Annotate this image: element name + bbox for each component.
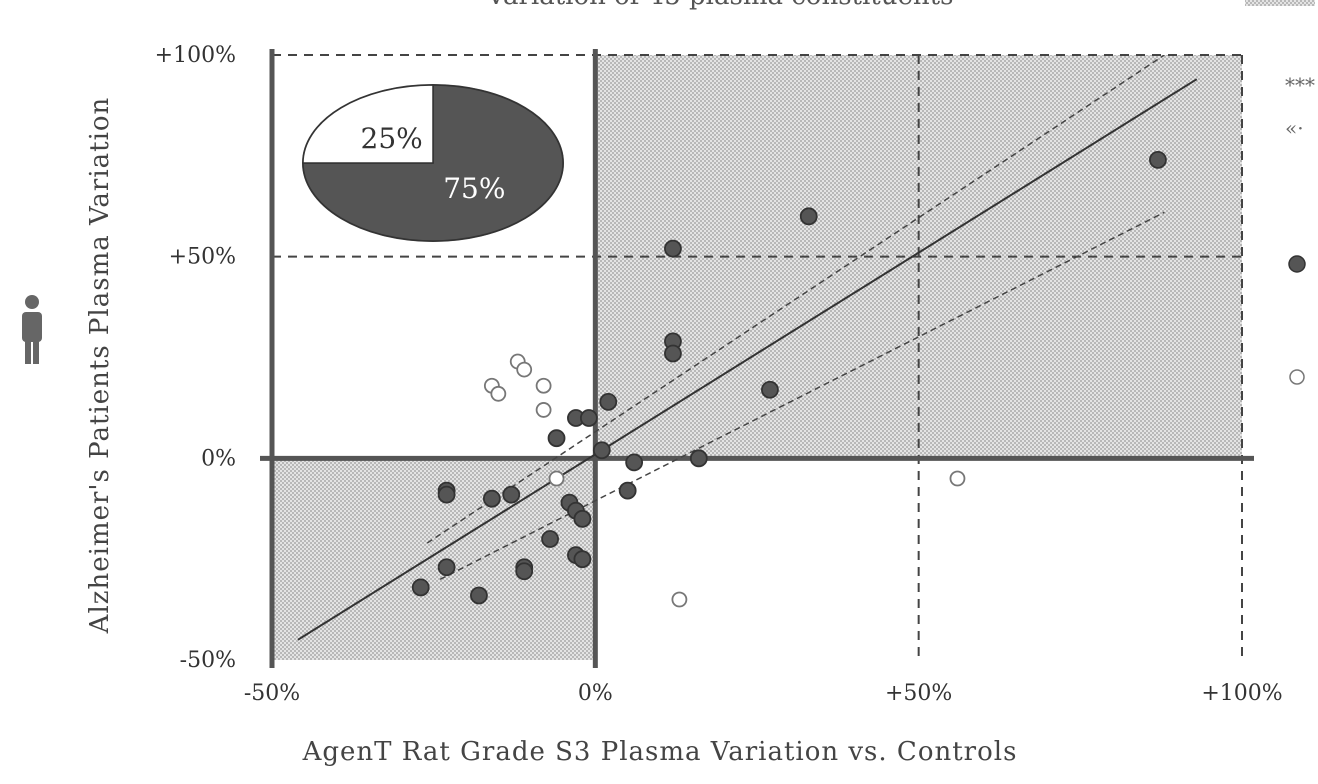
filled-point-10 — [592, 441, 611, 460]
filled-point-8 — [579, 409, 598, 427]
filled-point-13 — [618, 481, 637, 500]
ci-upper-line — [426, 55, 1165, 544]
x-tick-label: +100% — [1201, 681, 1282, 706]
shaded-quadrant-bottom-left — [272, 458, 596, 660]
legend-swatch-top — [1245, 0, 1315, 6]
y-axis-label: Alzheimer's Patients Plasma Variation — [85, 97, 115, 635]
legend-item-dashed: «· — [1285, 116, 1304, 140]
x-axis-label: AgenT Rat Grade S3 Plasma Variation vs. … — [302, 737, 1018, 767]
filled-point-21 — [541, 530, 559, 548]
regression-line — [297, 78, 1198, 641]
open-point-4 — [535, 377, 552, 394]
filled-point-26 — [437, 558, 456, 577]
filled-point-12 — [689, 449, 708, 468]
chart-title: Variation of 45 plasma constituents — [486, 0, 954, 11]
filled-point-11 — [625, 453, 644, 472]
pie-label-1: 25% — [361, 122, 423, 155]
pie-slice-1 — [302, 84, 434, 164]
filled-point-28 — [470, 586, 488, 605]
legend: *** «· — [1285, 73, 1315, 385]
y-tick-label: 0% — [201, 446, 236, 471]
filled-point-5 — [761, 380, 779, 399]
filled-point-2 — [664, 239, 682, 258]
open-point-5 — [535, 402, 552, 418]
legend-marker-filled — [1288, 255, 1306, 273]
x-tick-label: -50% — [244, 681, 300, 706]
filled-point-6 — [599, 392, 618, 411]
regression-group — [297, 55, 1198, 641]
open-point-3 — [490, 385, 507, 402]
filled-point-0 — [1149, 150, 1167, 169]
filled-point-25 — [515, 562, 534, 581]
open-point-1 — [516, 361, 533, 378]
y-tick-label: -50% — [180, 648, 236, 673]
open-point-7 — [949, 470, 966, 487]
filled-point-1 — [799, 207, 818, 226]
legend-item-dotted: *** — [1285, 73, 1315, 97]
filled-point-16 — [482, 489, 501, 508]
filled-point-23 — [573, 550, 592, 569]
person-icon — [22, 295, 42, 364]
filled-point-15 — [437, 485, 456, 504]
pie-label-0: 75% — [443, 172, 505, 205]
open-point-8 — [671, 591, 688, 608]
filled-point-17 — [502, 485, 521, 504]
filled-point-20 — [573, 509, 592, 528]
legend-marker-open — [1289, 369, 1305, 385]
filled-point-27 — [411, 578, 430, 597]
pie-slice-0 — [302, 84, 564, 242]
ci-lower-line — [439, 211, 1165, 581]
open-point-6 — [548, 470, 565, 487]
x-tick-label: 0% — [578, 681, 613, 706]
filled-point-4 — [664, 344, 682, 363]
y-tick-label: +100% — [155, 43, 236, 68]
filled-point-9 — [547, 429, 566, 448]
y-tick-label: +50% — [169, 245, 236, 270]
x-tick-label: +50% — [885, 681, 952, 706]
